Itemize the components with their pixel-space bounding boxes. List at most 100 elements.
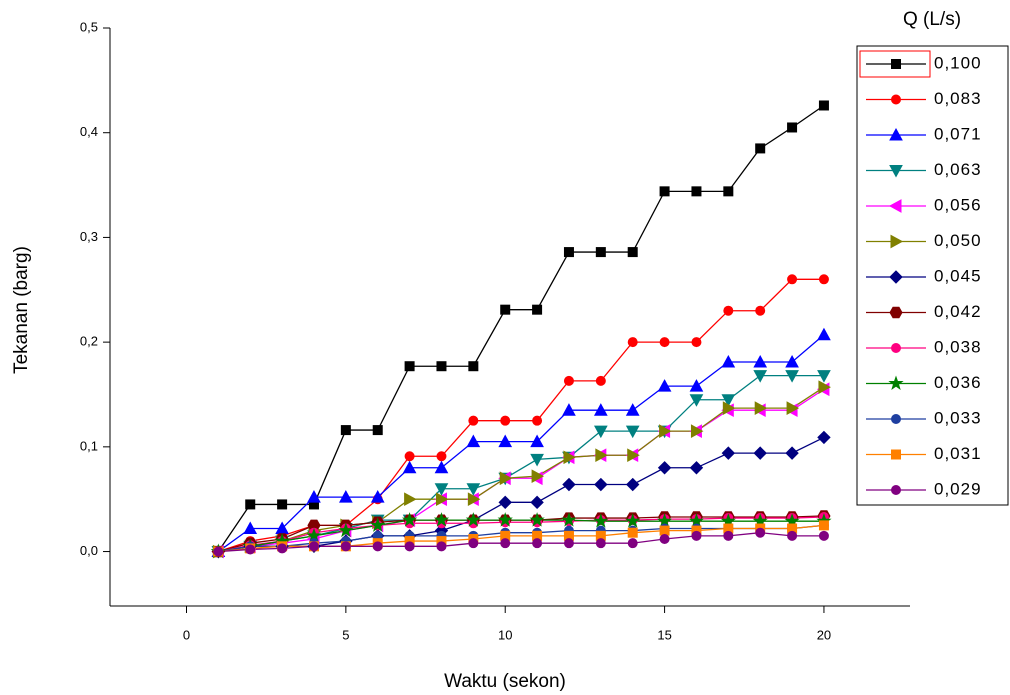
marker — [499, 496, 511, 508]
y-tick-label: 0,2 — [80, 334, 98, 349]
legend-marker — [892, 60, 901, 69]
marker — [278, 500, 287, 509]
marker — [690, 462, 702, 474]
marker — [373, 426, 382, 435]
marker — [819, 101, 828, 110]
marker — [531, 454, 543, 465]
y-tick-label: 0,0 — [80, 543, 98, 558]
legend-label: 0,042 — [934, 302, 982, 321]
marker — [692, 187, 701, 196]
marker — [788, 531, 797, 540]
marker — [628, 528, 637, 537]
y-axis-title: Tekanan (barg) — [11, 246, 32, 374]
marker — [469, 362, 478, 371]
legend-marker — [892, 95, 901, 104]
marker — [501, 539, 510, 548]
marker — [756, 306, 765, 315]
marker — [531, 496, 543, 508]
marker — [818, 329, 830, 340]
marker — [596, 539, 605, 548]
marker — [341, 426, 350, 435]
y-tick-label: 0,4 — [80, 124, 98, 139]
x-tick-label: 10 — [498, 627, 512, 642]
x-tick-label: 5 — [342, 627, 349, 642]
marker — [563, 479, 575, 491]
x-tick-label: 20 — [817, 627, 831, 642]
marker — [246, 545, 255, 554]
marker — [660, 187, 669, 196]
marker — [660, 534, 669, 543]
marker — [595, 479, 607, 491]
legend-label: 0,036 — [934, 373, 982, 392]
marker — [596, 248, 605, 257]
marker — [628, 338, 637, 347]
legend-label: 0,029 — [934, 479, 982, 498]
marker — [627, 479, 639, 491]
y-tick-label: 0,1 — [80, 438, 98, 453]
marker — [501, 305, 510, 314]
marker — [501, 416, 510, 425]
legend-label: 0,063 — [934, 160, 982, 179]
marker — [405, 493, 416, 505]
legend-title: Q (L/s) — [903, 9, 961, 30]
legend-marker — [892, 450, 901, 459]
x-axis-title: Waktu (sekon) — [444, 671, 566, 692]
marker — [341, 542, 350, 551]
marker — [724, 187, 733, 196]
marker — [818, 431, 830, 443]
marker — [628, 539, 637, 548]
legend-marker — [892, 344, 901, 353]
marker — [756, 528, 765, 537]
marker — [756, 144, 765, 153]
marker — [405, 362, 414, 371]
marker — [724, 306, 733, 315]
marker — [788, 275, 797, 284]
marker — [788, 123, 797, 132]
legend-marker — [892, 415, 901, 424]
marker — [596, 376, 605, 385]
marker — [469, 539, 478, 548]
marker — [533, 305, 542, 314]
marker — [309, 542, 318, 551]
legend-label: 0,100 — [934, 53, 982, 72]
marker — [786, 447, 798, 459]
y-tick-label: 0,3 — [80, 229, 98, 244]
legend-box — [857, 46, 1008, 505]
legend-label: 0,071 — [934, 124, 982, 143]
marker — [819, 531, 828, 540]
series-line — [218, 105, 824, 551]
legend-label: 0,083 — [934, 89, 982, 108]
marker — [819, 521, 828, 530]
marker — [659, 462, 671, 474]
marker — [405, 542, 414, 551]
marker — [533, 539, 542, 548]
marker — [437, 542, 446, 551]
marker — [819, 275, 828, 284]
legend-marker — [892, 486, 901, 495]
chart: Waktu (sekon) Tekanan (barg) Q (L/s) 0 5 1… — [0, 0, 1010, 695]
marker — [724, 531, 733, 540]
legend-label: 0,038 — [934, 337, 982, 356]
legend-label: 0,031 — [934, 444, 982, 463]
marker — [373, 542, 382, 551]
legend-label: 0,045 — [934, 266, 982, 285]
marker — [214, 547, 223, 556]
marker — [437, 452, 446, 461]
marker — [533, 416, 542, 425]
marker — [660, 338, 669, 347]
marker — [628, 248, 637, 257]
marker — [692, 531, 701, 540]
marker — [660, 526, 669, 535]
marker — [722, 447, 734, 459]
marker — [246, 500, 255, 509]
marker — [469, 416, 478, 425]
legend-label: 0,056 — [934, 195, 982, 214]
marker — [278, 544, 287, 553]
legend-label: 0,050 — [934, 231, 982, 250]
marker — [437, 362, 446, 371]
legend-marker — [890, 307, 902, 317]
x-tick-label: 0 — [183, 627, 190, 642]
legend-label: 0,033 — [934, 408, 982, 427]
marker — [692, 338, 701, 347]
marker — [564, 248, 573, 257]
